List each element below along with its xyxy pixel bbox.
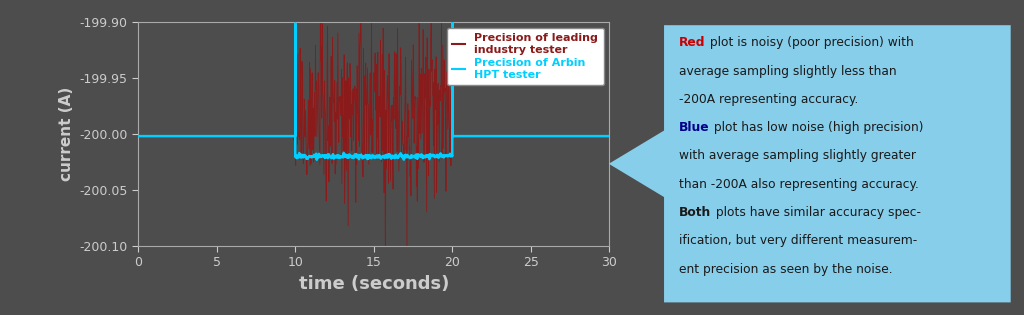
Text: ent precision as seen by the noise.: ent precision as seen by the noise. <box>679 263 893 276</box>
Legend: Precision of leading
industry tester, Precision of Arbin
HPT tester: Precision of leading industry tester, Pr… <box>446 28 604 85</box>
X-axis label: time (seconds): time (seconds) <box>299 275 449 293</box>
Text: plots have similar accuracy spec-: plots have similar accuracy spec- <box>712 206 921 219</box>
Text: Red: Red <box>679 36 706 49</box>
Text: -200A representing accuracy.: -200A representing accuracy. <box>679 93 859 106</box>
Y-axis label: current (A): current (A) <box>59 87 74 181</box>
Text: ification, but very different measurem-: ification, but very different measurem- <box>679 234 918 247</box>
Text: with average sampling slightly greater: with average sampling slightly greater <box>679 149 916 163</box>
Text: than -200A also representing accuracy.: than -200A also representing accuracy. <box>679 178 920 191</box>
Text: Blue: Blue <box>679 121 710 134</box>
Text: average sampling slightly less than: average sampling slightly less than <box>679 65 897 77</box>
Text: plot has low noise (high precision): plot has low noise (high precision) <box>710 121 924 134</box>
Text: plot is noisy (poor precision) with: plot is noisy (poor precision) with <box>706 36 913 49</box>
Text: Both: Both <box>679 206 712 219</box>
Polygon shape <box>609 25 1011 302</box>
